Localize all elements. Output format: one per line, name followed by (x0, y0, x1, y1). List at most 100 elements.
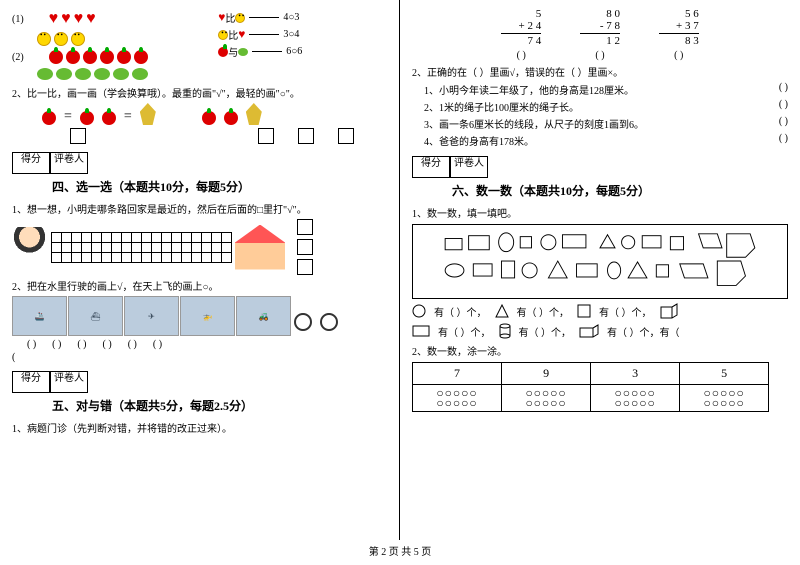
apple-icon (102, 111, 116, 125)
compare-row-3: 与 6○6 (218, 44, 387, 59)
tf-4: 4、爸爸的身高有178米。( ) (412, 133, 788, 148)
roller-icon: 🚜 (236, 296, 291, 336)
heart-icon: ♥ (86, 10, 96, 28)
apple-icon (218, 47, 228, 57)
bike-icon (292, 296, 340, 331)
table-header-row: 7 9 3 5 (413, 363, 769, 385)
circles-cell: ○○○○○○○○○○ (680, 385, 769, 412)
table-header: 9 (502, 363, 591, 385)
child-icon (12, 227, 47, 267)
section-5-title: 五、对与错（本题共5分，每题2.5分） (52, 397, 387, 414)
house-icon (235, 225, 285, 270)
grader-cell: 评卷人 (50, 152, 88, 174)
compare-row-2: 比 ♥3○4 (218, 27, 387, 42)
compare-row-1: ♥比 4○3 (218, 10, 387, 25)
smiley-icon (218, 30, 228, 40)
q2-text: 2、比一比，画一画（学会换算哦）。最重的画"√"，最轻的画"○"。 (12, 85, 387, 100)
apple-icon (117, 50, 131, 64)
shapes-box (412, 224, 788, 299)
s6-q2: 2、数一数，涂一涂。 (412, 343, 788, 358)
hearts-row: ♥♥♥♥ (49, 10, 96, 28)
apple-icon (80, 111, 94, 125)
path-checkbox[interactable] (297, 239, 313, 255)
smiley-row (37, 32, 218, 46)
cargo-ship-icon: ⛴ (68, 296, 123, 336)
circles-cell: ○○○○○○○○○○ (591, 385, 680, 412)
circle-icon (412, 304, 426, 318)
math-2: 8 0 - 7 8 1 2 ( ) (580, 8, 620, 61)
score-box-4: 得分 评卷人 (12, 152, 387, 174)
smiley-icon (71, 32, 85, 46)
shapes-svg (419, 231, 781, 292)
weight-checkbox[interactable] (298, 128, 314, 144)
heart-icon: ♥ (74, 10, 84, 28)
cuboid-icon (579, 324, 599, 338)
mango-icon (94, 68, 110, 80)
rect-icon (412, 325, 430, 337)
heart-icon: ♥ (49, 10, 59, 28)
cylinder-icon (499, 323, 511, 339)
mango-icon (238, 48, 248, 56)
math-problems: 5 + 2 4 7 4 ( ) 8 0 - 7 8 1 2 ( ) 5 6 + … (412, 8, 788, 61)
heart-icon: ♥ (238, 27, 245, 42)
helicopter-icon: 🚁 (180, 296, 235, 336)
pineapple-icon (246, 103, 262, 125)
math-1: 5 + 2 4 7 4 ( ) (501, 8, 541, 61)
apple-row (49, 50, 148, 64)
apple-icon (83, 50, 97, 64)
weight-checkbox[interactable] (70, 128, 86, 144)
apple-icon (42, 111, 56, 125)
ship-icon: 🚢 (12, 296, 67, 336)
circles-cell: ○○○○○○○○○○ (413, 385, 502, 412)
score-cell: 得分 (412, 156, 450, 178)
smiley-icon (235, 13, 245, 23)
smiley-icon (37, 32, 51, 46)
table-header: 5 (680, 363, 769, 385)
blank-line (249, 17, 279, 18)
shape-results-2: 有（ ）个， 有（ ）个， 有（ ）个，有（ (412, 323, 788, 339)
right-column: 5 + 2 4 7 4 ( ) 8 0 - 7 8 1 2 ( ) 5 6 + … (400, 0, 800, 540)
cube-icon (660, 303, 678, 319)
vehicle-answers: ( ) ( ) ( ) ( ) ( ) ( ) (27, 339, 387, 350)
path-checkbox[interactable] (297, 219, 313, 235)
bottom-paren: ( (12, 352, 387, 363)
score-cell: 得分 (12, 371, 50, 393)
mango-icon (132, 68, 148, 80)
q1-num: (1) (12, 14, 24, 25)
circles-cell: ○○○○○○○○○○ (502, 385, 591, 412)
section-6-title: 六、数一数（本题共10分，每题5分） (452, 182, 788, 199)
s4-q2: 2、把在水里行驶的画上√，在天上飞的画上○。 (12, 278, 387, 293)
score-box-5: 得分 评卷人 (12, 371, 387, 393)
q2-num: (2) (12, 52, 24, 63)
blank-line (249, 34, 279, 35)
score-box-6: 得分 评卷人 (412, 156, 788, 178)
plane-icon: ✈ (124, 296, 179, 336)
triangle-icon (495, 304, 509, 318)
apple-icon (134, 50, 148, 64)
tf-intro: 2、正确的在（ ）里画√，错误的在（ ）里画×。 (412, 64, 788, 79)
score-cell: 得分 (12, 152, 50, 174)
smiley-icon (54, 32, 68, 46)
section-4-title: 四、选一选（本题共10分，每题5分） (52, 178, 387, 195)
tf-2: 2、1米的绳子比100厘米的绳子长。( ) (412, 99, 788, 114)
tf-3: 3、画一条6厘米长的线段，从尺子的刻度1画到6。( ) (412, 116, 788, 131)
path-checkbox[interactable] (297, 259, 313, 275)
tf-1: 1、小明今年读二年级了，他的身高是128厘米。( ) (412, 82, 788, 97)
math-3: 5 6 + 3 7 8 3 ( ) (659, 8, 699, 61)
apple-icon (224, 111, 238, 125)
mango-icon (56, 68, 72, 80)
s6-q1: 1、数一数，填一填吧。 (412, 205, 788, 220)
table-header: 3 (591, 363, 680, 385)
path-grid (51, 232, 231, 262)
grader-cell: 评卷人 (50, 371, 88, 393)
worksheet-page: (1) ♥♥♥♥ (2) ♥ (0, 0, 800, 540)
count-table: 7 9 3 5 ○○○○○○○○○○ ○○○○○○○○○○ ○○○○○○○○○○… (412, 362, 769, 412)
weight-checkbox[interactable] (258, 128, 274, 144)
table-header: 7 (413, 363, 502, 385)
shape-results: 有（ ）个， 有（ ）个， 有（ ）个， (412, 303, 788, 319)
left-column: (1) ♥♥♥♥ (2) ♥ (0, 0, 400, 540)
page-footer: 第 2 页 共 5 页 (0, 540, 800, 558)
weight-checkbox[interactable] (338, 128, 354, 144)
s5-q1: 1、病题门诊（先判断对错，并将错的改正过来）。 (12, 420, 387, 435)
mango-row (37, 68, 218, 80)
